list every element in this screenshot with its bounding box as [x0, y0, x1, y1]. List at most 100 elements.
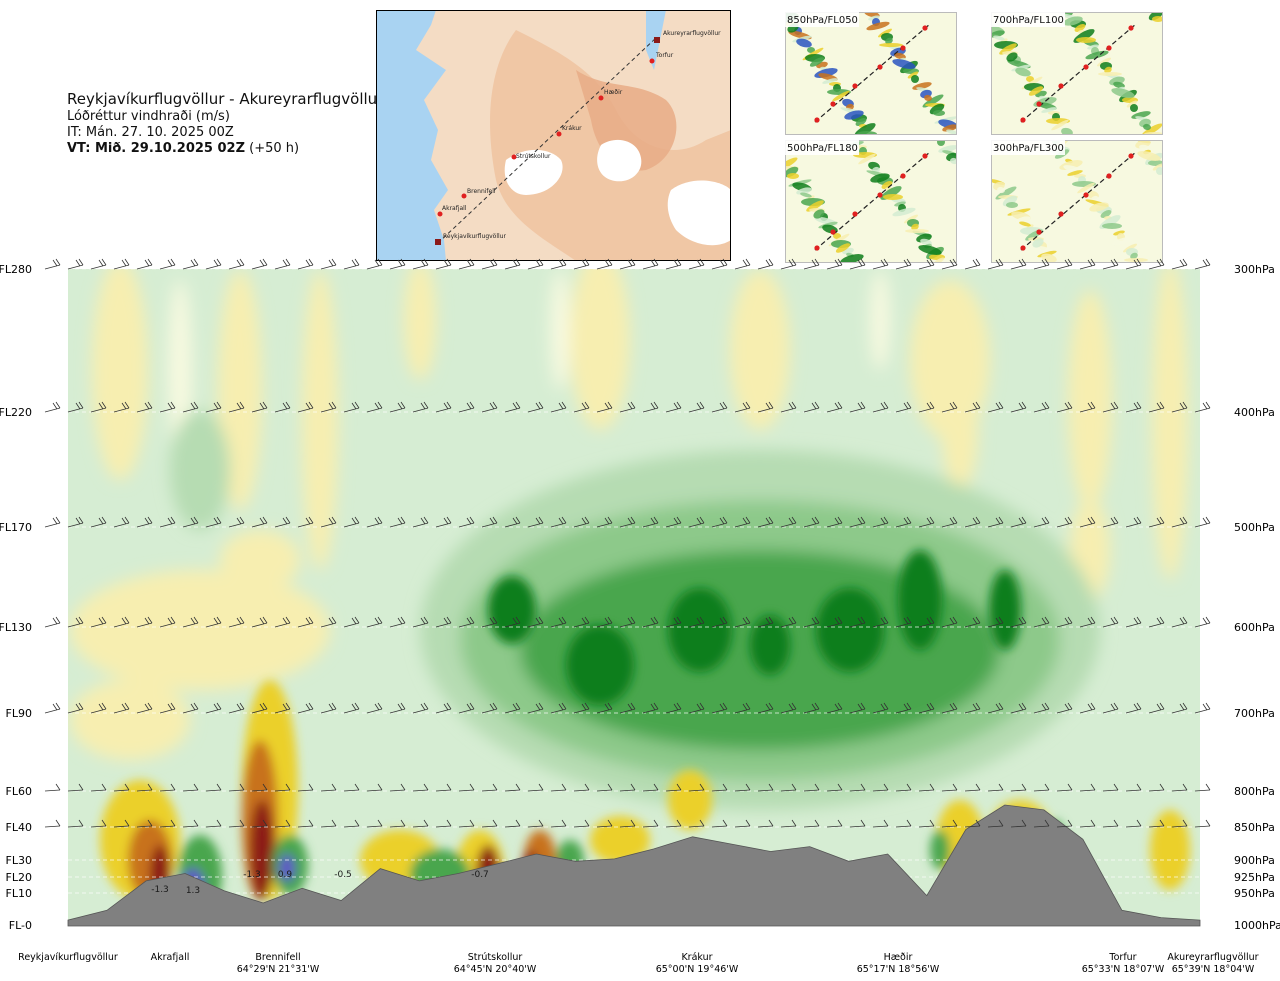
wind-barb — [527, 819, 544, 828]
wind-barb — [1102, 516, 1119, 528]
wind-barb — [711, 401, 728, 413]
wind-barb — [826, 401, 843, 413]
wind-barb — [573, 783, 590, 792]
wind-barb — [458, 516, 475, 528]
thumbnail-500hpa[interactable]: 500hPa/FL180 — [776, 136, 958, 265]
wind-barb — [136, 516, 153, 528]
neutral-band — [550, 270, 570, 390]
wind-barb — [67, 616, 84, 628]
wind-barb — [918, 616, 935, 628]
downdraft-band — [70, 570, 330, 690]
wind-barb — [1010, 702, 1027, 714]
wind-barb — [182, 401, 199, 413]
wind-barb — [412, 783, 429, 792]
wind-barb — [803, 516, 820, 528]
wind-barb — [67, 702, 84, 714]
wind-barb — [159, 401, 176, 413]
wind-barb — [573, 819, 590, 828]
wind-barb — [596, 616, 613, 628]
wind-barb — [113, 516, 130, 528]
wind-barb — [159, 616, 176, 628]
wind-barb — [228, 702, 245, 714]
waypoint-name: Akureyrarflugvöllur — [1167, 952, 1258, 963]
wind-barb — [1171, 702, 1188, 714]
wind-barb — [320, 616, 337, 628]
thumbnail-700hpa[interactable]: 700hPa/FL100 — [981, 9, 1164, 137]
wind-barb — [412, 616, 429, 628]
wind-barb — [964, 702, 981, 714]
wind-barb — [1033, 783, 1050, 792]
level-labels: FL280 300hPa FL220 400hPa FL170 500hPa FL130 60… — [0, 263, 1280, 932]
updraft-region — [170, 410, 230, 530]
wind-barb — [849, 401, 866, 413]
wind-barb — [435, 616, 452, 628]
wind-barb — [665, 702, 682, 714]
wind-barb — [1125, 258, 1142, 270]
wind-barb — [619, 819, 636, 828]
wind-barb — [67, 401, 84, 413]
wind-barb — [780, 258, 797, 270]
route-title: Reykjavíkurflugvöllur - Akureyrarflugvöl… — [67, 90, 384, 108]
value-annotation: -1.3 — [243, 870, 261, 880]
wind-barb — [1125, 819, 1142, 828]
wind-barb — [412, 258, 429, 270]
neutral-band — [168, 280, 192, 460]
wind-barb — [481, 702, 498, 714]
fl-label: FL40 — [6, 821, 32, 834]
wind-barb — [343, 702, 360, 714]
wind-barb — [504, 819, 521, 828]
wind-barb — [458, 702, 475, 714]
value-annotations: 1.3 -1.3 -1.3 0.9 -0.5 -0.7 — [151, 870, 489, 896]
wind-barb — [458, 819, 475, 828]
thumbnail-850hpa[interactable]: 850hPa/FL050 — [775, 9, 958, 137]
wind-barb — [67, 258, 84, 270]
wind-barb — [964, 401, 981, 413]
wind-barb — [366, 783, 383, 792]
waypoint-coord: 64°45'N 20°40'W — [454, 964, 537, 975]
thumbnail-300hpa-image: 300hPa/FL300 — [985, 136, 1164, 263]
wind-barb — [182, 783, 199, 792]
wind-barb — [665, 516, 682, 528]
wind-barb — [1171, 258, 1188, 270]
wind-barb — [803, 616, 820, 628]
wind-barb — [918, 258, 935, 270]
updraft-core — [989, 570, 1021, 650]
wind-barb — [251, 783, 268, 792]
downdraft-core — [250, 800, 274, 900]
wind-barb — [1194, 616, 1211, 628]
wind-barb — [1171, 819, 1188, 828]
thumbnail-300hpa[interactable]: 300hPa/FL300 — [985, 136, 1164, 263]
map-label-brennifell: Brennifell — [467, 188, 496, 195]
thumbnail-label: 700hPa/FL100 — [993, 15, 1064, 26]
wind-barb — [504, 783, 521, 792]
value-annotation: 1.3 — [186, 886, 200, 896]
wind-barb — [44, 819, 61, 828]
wind-barb — [711, 702, 728, 714]
wind-barb — [803, 819, 820, 828]
wind-barb — [228, 819, 245, 828]
wind-barb — [90, 783, 107, 792]
wind-barb — [458, 258, 475, 270]
wind-barb — [389, 516, 406, 528]
wind-barb — [136, 401, 153, 413]
wind-barb — [527, 783, 544, 792]
wind-barb — [642, 702, 659, 714]
wind-barb — [941, 401, 958, 413]
wind-barb — [297, 819, 314, 828]
wind-barb — [1194, 819, 1211, 828]
wind-barb — [941, 702, 958, 714]
waypoint-name: Brennifell — [255, 952, 300, 963]
wind-barb — [481, 258, 498, 270]
hpa-label: 925hPa — [1234, 871, 1275, 884]
wind-barb — [826, 258, 843, 270]
wind-barb — [366, 616, 383, 628]
wind-barb — [297, 616, 314, 628]
wind-barb — [619, 516, 636, 528]
wind-barb — [481, 819, 498, 828]
wind-barb — [987, 401, 1004, 413]
downdraft-wave — [590, 816, 650, 864]
hpa-label: 800hPa — [1234, 785, 1275, 798]
fl-label: FL30 — [6, 854, 32, 867]
waypoint-coord: 65°17'N 18°56'W — [857, 964, 940, 975]
wind-barb — [1033, 819, 1050, 828]
